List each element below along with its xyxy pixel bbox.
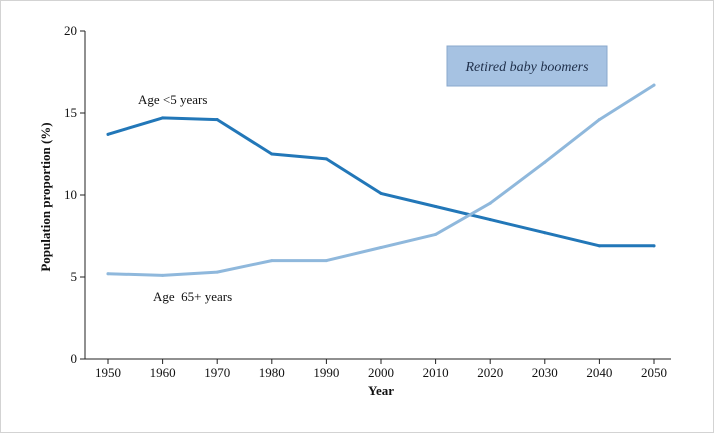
data-point (488, 201, 492, 205)
x-tick-label: 1960 (150, 365, 176, 380)
data-point (161, 116, 165, 120)
y-tick-label: 0 (71, 351, 78, 366)
x-tick-label: 1950 (95, 365, 121, 380)
series-label-age-65-plus: Age 65+ years (153, 289, 232, 304)
series-label-age-under-5: Age <5 years (138, 92, 207, 107)
data-point (215, 270, 219, 274)
x-ticks: 1950 1960 1970 1980 1990 2000 2010 2020 2030 2040… (95, 359, 667, 380)
data-point (270, 152, 274, 156)
data-point (597, 244, 601, 248)
callout-box: Retired baby boomers (446, 45, 608, 87)
data-point (324, 157, 328, 161)
x-tick-label: 1980 (259, 365, 285, 380)
x-tick-label: 1970 (204, 365, 230, 380)
data-point (324, 259, 328, 263)
data-point (215, 118, 219, 122)
data-point (434, 232, 438, 236)
x-tick-label: 2050 (641, 365, 667, 380)
y-axis-title: Population proportion (%) (38, 122, 53, 271)
data-point (270, 259, 274, 263)
x-tick-label: 2040 (586, 365, 612, 380)
data-point (379, 245, 383, 249)
x-tick-label: 2020 (477, 365, 503, 380)
callout-background (446, 45, 608, 87)
series-line-age-under-5 (106, 116, 656, 248)
data-point (652, 83, 656, 87)
y-tick-label: 20 (64, 23, 77, 38)
x-tick-label: 1990 (313, 365, 339, 380)
data-point (652, 244, 656, 248)
series-layer (106, 83, 656, 277)
x-tick-label: 2010 (423, 365, 449, 380)
y-tick-label: 10 (64, 187, 77, 202)
y-tick-label: 15 (64, 105, 77, 120)
data-point (106, 132, 110, 136)
data-point (106, 272, 110, 276)
x-tick-label: 2030 (532, 365, 558, 380)
data-point (597, 118, 601, 122)
x-axis-title: Year (368, 383, 394, 398)
callout-text: Retired baby boomers (464, 60, 589, 75)
data-point (543, 160, 547, 164)
x-tick-label: 2000 (368, 365, 394, 380)
data-point (488, 218, 492, 222)
data-point (161, 273, 165, 277)
data-point (434, 204, 438, 208)
y-ticks: 0 5 10 15 20 (64, 23, 85, 366)
data-point (379, 191, 383, 195)
y-tick-label: 5 (71, 269, 78, 284)
data-point (543, 231, 547, 235)
